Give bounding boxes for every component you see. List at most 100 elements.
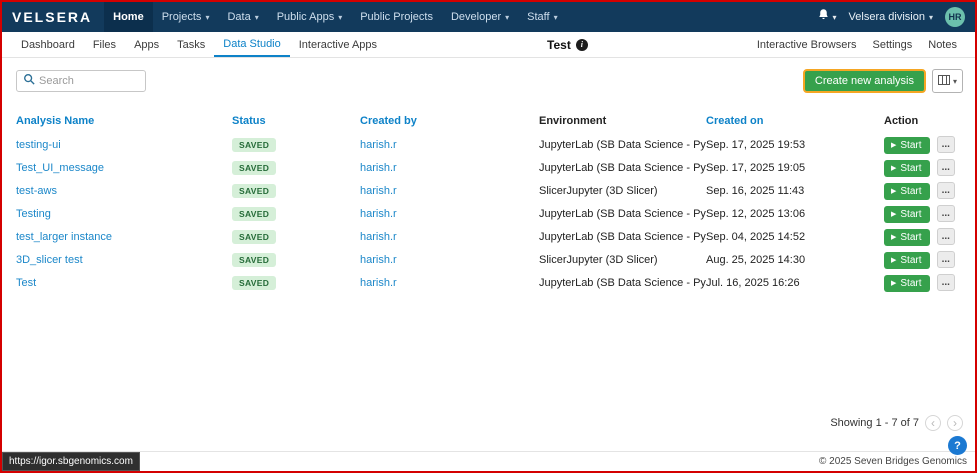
link-settings[interactable]: Settings (872, 38, 913, 51)
tab-dashboard[interactable]: Dashboard (21, 38, 75, 51)
topnav-right-group: ▾ Velsera division ▾ HR (817, 2, 975, 32)
more-actions-button[interactable]: ... (936, 273, 955, 291)
start-button[interactable]: ▶ Start (884, 274, 930, 292)
analysis-name-link[interactable]: Test (16, 276, 37, 289)
created-on-cell: Aug. 25, 2025 14:30 (706, 253, 806, 266)
more-actions-button[interactable]: ... (936, 158, 955, 176)
status-badge: SAVED (232, 252, 277, 267)
ellipsis-icon: ... (941, 276, 950, 288)
start-button[interactable]: ▶ Start (884, 136, 930, 154)
project-navbar: Dashboard Files Apps Tasks Data Studio I… (2, 32, 975, 58)
previous-page-button[interactable]: ‹ (925, 415, 941, 431)
nav-item-public-apps[interactable]: Public Apps ▾ (268, 2, 352, 32)
analysis-name-cell: test_larger instance (16, 231, 232, 243)
nav-item-projects[interactable]: Projects ▾ (153, 2, 219, 32)
division-selector[interactable]: Velsera division ▾ (849, 11, 933, 23)
help-button[interactable]: ? (948, 436, 967, 455)
created-by-link[interactable]: harish.r (360, 207, 397, 220)
status-badge: SAVED (232, 206, 277, 221)
created-by-link[interactable]: harish.r (360, 230, 397, 243)
column-header-created-on[interactable]: Created on (706, 115, 764, 127)
analysis-name-cell: test-aws (16, 185, 232, 197)
avatar[interactable]: HR (945, 7, 965, 27)
nav-item-label: Developer (450, 11, 502, 23)
link-interactive-browsers[interactable]: Interactive Browsers (756, 38, 857, 51)
tab-files[interactable]: Files (92, 38, 117, 51)
analysis-name-link[interactable]: 3D_slicer test (16, 253, 83, 266)
more-actions-button[interactable]: ... (936, 204, 955, 222)
nav-item-developer[interactable]: Developer ▾ (442, 2, 518, 32)
table-row: test_larger instance SAVED harish.r Jupy… (16, 225, 961, 248)
copyright-text: © 2025 Seven Bridges Genomics (818, 456, 967, 467)
environment-cell: SlicerJupyter (3D Slicer) (539, 184, 658, 197)
next-page-button[interactable]: › (947, 415, 963, 431)
action-cell: ▶ Start ... (884, 227, 961, 246)
created-on-cell: Sep. 17, 2025 19:05 (706, 161, 806, 174)
info-icon[interactable]: i (575, 38, 588, 51)
search-input[interactable] (39, 75, 135, 87)
action-cell: ▶ Start ... (884, 181, 961, 200)
created-on-cell: Jul. 16, 2025 16:26 (706, 276, 800, 289)
created-by-link[interactable]: harish.r (360, 184, 397, 197)
action-cell: ▶ Start ... (884, 135, 961, 154)
start-button-label: Start (900, 162, 922, 174)
status-cell: SAVED (232, 206, 360, 221)
created-on-cell: Sep. 04, 2025 14:52 (706, 230, 806, 243)
tab-interactive-apps[interactable]: Interactive Apps (298, 38, 378, 51)
column-header-environment: Environment (539, 115, 607, 127)
chevron-down-icon: ▾ (553, 12, 558, 22)
nav-item-home[interactable]: Home (104, 2, 153, 32)
table-row: test-aws SAVED harish.r SlicerJupyter (3… (16, 179, 961, 202)
column-header-created-by[interactable]: Created by (360, 115, 417, 127)
tab-apps[interactable]: Apps (134, 38, 160, 51)
start-button[interactable]: ▶ Start (884, 205, 930, 223)
analysis-name-link[interactable]: testing-ui (16, 138, 61, 151)
nav-item-public-projects[interactable]: Public Projects (351, 2, 442, 32)
tab-tasks[interactable]: Tasks (177, 38, 206, 51)
created-by-link[interactable]: harish.r (360, 253, 397, 266)
primary-nav: Home Projects ▾ Data ▾ Public Apps ▾ Public… (104, 2, 566, 32)
created-by-link[interactable]: harish.r (360, 138, 397, 151)
analysis-name-link[interactable]: test-aws (16, 184, 57, 197)
start-button[interactable]: ▶ Start (884, 182, 930, 200)
toolbar: Create new analysis ▾ (2, 58, 975, 93)
analysis-name-link[interactable]: Test_UI_message (16, 161, 105, 174)
nav-item-label: Public Projects (360, 11, 433, 23)
created-by-cell: harish.r (360, 231, 539, 243)
notifications-bell-button[interactable]: ▾ (817, 8, 837, 26)
nav-item-label: Staff (527, 11, 550, 23)
project-nav-right: Interactive Browsers Settings Notes (749, 32, 965, 57)
create-new-analysis-button[interactable]: Create new analysis (802, 69, 926, 93)
status-cell: SAVED (232, 275, 360, 290)
velsera-logo[interactable]: VELSERA (12, 9, 93, 25)
play-icon: ▶ (891, 164, 897, 172)
start-button[interactable]: ▶ Start (884, 159, 930, 177)
environment-cell: JupyterLab (SB Data Science - Python 3.1… (539, 276, 706, 289)
more-actions-button[interactable]: ... (936, 250, 955, 268)
column-settings-button[interactable]: ▾ (931, 69, 963, 93)
created-by-cell: harish.r (360, 185, 539, 197)
analysis-name-cell: testing-ui (16, 139, 232, 151)
table-row: testing-ui SAVED harish.r JupyterLab (SB… (16, 133, 961, 156)
search-box (16, 70, 146, 92)
start-button[interactable]: ▶ Start (884, 228, 930, 246)
analysis-name-link[interactable]: Testing (16, 207, 51, 220)
chevron-down-icon: ▾ (928, 12, 933, 22)
column-header-analysis-name[interactable]: Analysis Name (16, 115, 95, 127)
play-icon: ▶ (891, 210, 897, 218)
created-by-link[interactable]: harish.r (360, 276, 397, 289)
more-actions-button[interactable]: ... (936, 135, 955, 153)
created-by-link[interactable]: harish.r (360, 161, 397, 174)
nav-item-data[interactable]: Data ▾ (218, 2, 267, 32)
column-header-status[interactable]: Status (232, 115, 266, 127)
more-actions-button[interactable]: ... (936, 227, 955, 245)
link-notes[interactable]: Notes (928, 38, 957, 51)
table-row: Test SAVED harish.r JupyterLab (SB Data … (16, 271, 961, 294)
tab-data-studio[interactable]: Data Studio (214, 32, 290, 57)
chevron-down-icon: ▾ (254, 12, 259, 22)
start-button[interactable]: ▶ Start (884, 251, 930, 269)
analysis-name-link[interactable]: test_larger instance (16, 230, 112, 243)
more-actions-button[interactable]: ... (936, 181, 955, 199)
nav-item-staff[interactable]: Staff ▾ (518, 2, 566, 32)
